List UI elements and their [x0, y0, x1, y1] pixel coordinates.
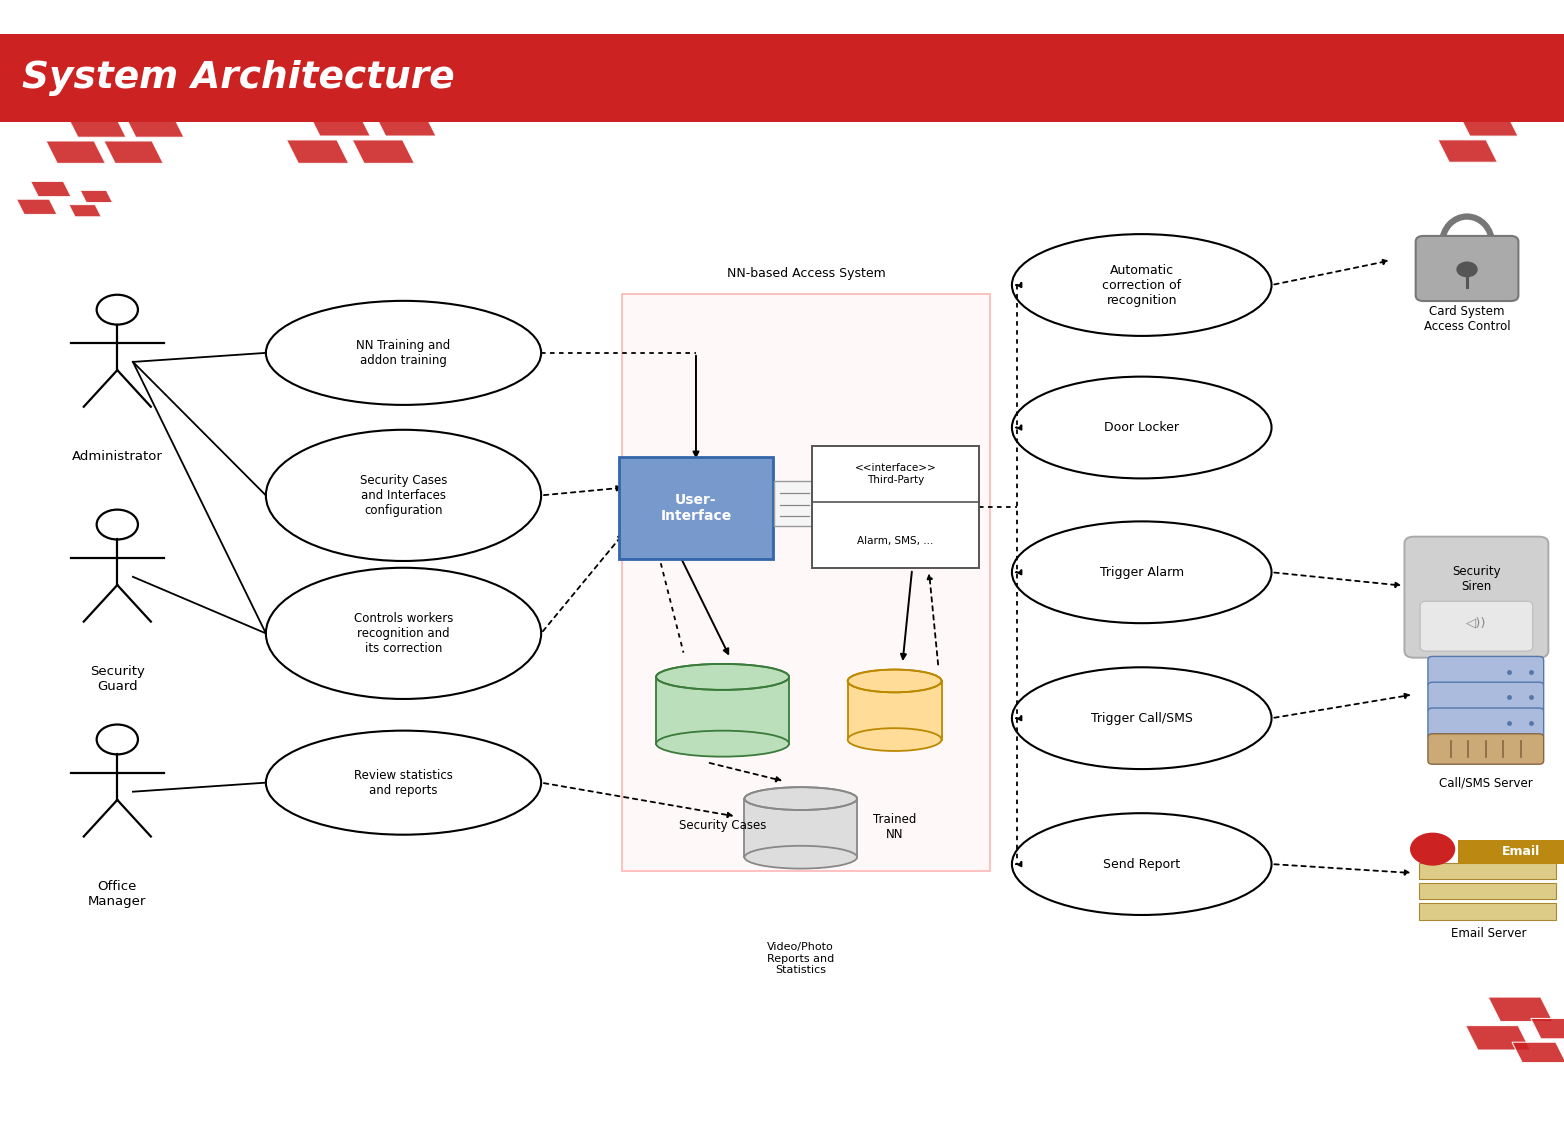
Text: Automatic
correction of
recognition: Automatic correction of recognition — [1103, 264, 1181, 307]
FancyBboxPatch shape — [1428, 708, 1544, 739]
Polygon shape — [374, 113, 436, 136]
Polygon shape — [1437, 140, 1497, 162]
Text: Controls workers
recognition and
its correction: Controls workers recognition and its cor… — [353, 612, 454, 655]
Polygon shape — [1487, 998, 1553, 1021]
Circle shape — [1458, 262, 1476, 277]
Text: Video/Photo
Reports and
Statistics: Video/Photo Reports and Statistics — [768, 942, 834, 975]
Polygon shape — [67, 115, 127, 137]
FancyBboxPatch shape — [1419, 863, 1556, 879]
Polygon shape — [103, 141, 163, 163]
Text: Security Cases
and Interfaces
configuration: Security Cases and Interfaces configurat… — [360, 474, 447, 517]
Text: Trigger Call/SMS: Trigger Call/SMS — [1090, 711, 1193, 725]
Text: Office
Manager: Office Manager — [88, 880, 147, 908]
Text: Trigger Alarm: Trigger Alarm — [1099, 566, 1184, 579]
Text: Door Locker: Door Locker — [1104, 421, 1179, 434]
FancyBboxPatch shape — [1419, 883, 1556, 899]
FancyBboxPatch shape — [774, 481, 815, 526]
Polygon shape — [1512, 1043, 1564, 1063]
Text: User-
Interface: User- Interface — [660, 493, 732, 523]
Ellipse shape — [744, 846, 857, 869]
Polygon shape — [31, 181, 70, 197]
Text: Call/SMS Server: Call/SMS Server — [1439, 777, 1533, 789]
Polygon shape — [17, 199, 56, 215]
Text: Security
Siren: Security Siren — [1451, 564, 1501, 593]
FancyBboxPatch shape — [848, 681, 942, 740]
Polygon shape — [1459, 114, 1519, 136]
Circle shape — [1411, 834, 1455, 865]
FancyBboxPatch shape — [1420, 602, 1533, 651]
Text: Email: Email — [1501, 845, 1541, 858]
FancyBboxPatch shape — [1458, 839, 1564, 864]
Ellipse shape — [657, 664, 790, 690]
Text: Security Cases: Security Cases — [679, 819, 766, 831]
FancyBboxPatch shape — [1404, 537, 1548, 658]
Text: <<interface>>
Third-Party: <<interface>> Third-Party — [854, 463, 937, 484]
FancyBboxPatch shape — [657, 676, 790, 744]
Text: NN-based Access System: NN-based Access System — [727, 268, 885, 280]
Text: Security
Guard: Security Guard — [89, 665, 145, 693]
Text: ◁)): ◁)) — [1465, 616, 1487, 630]
Polygon shape — [1531, 1018, 1564, 1038]
Ellipse shape — [848, 728, 942, 751]
Text: Review statistics
and reports: Review statistics and reports — [353, 769, 454, 796]
FancyBboxPatch shape — [1415, 236, 1519, 301]
FancyBboxPatch shape — [622, 294, 990, 871]
Text: Alarm, SMS, ...: Alarm, SMS, ... — [857, 536, 934, 546]
FancyBboxPatch shape — [1428, 682, 1544, 713]
Ellipse shape — [744, 787, 857, 810]
Text: Trained
NN: Trained NN — [873, 813, 917, 841]
FancyBboxPatch shape — [0, 34, 1564, 122]
Polygon shape — [1465, 1026, 1531, 1050]
Ellipse shape — [657, 731, 790, 757]
Text: Send Report: Send Report — [1103, 857, 1181, 871]
Polygon shape — [286, 140, 349, 163]
Text: Card System
Access Control: Card System Access Control — [1423, 304, 1511, 333]
Polygon shape — [125, 115, 185, 137]
FancyBboxPatch shape — [812, 446, 979, 568]
FancyBboxPatch shape — [619, 457, 773, 559]
FancyBboxPatch shape — [1428, 734, 1544, 765]
Polygon shape — [45, 141, 105, 163]
Text: System Architecture: System Architecture — [22, 60, 455, 96]
Text: NN Training and
addon training: NN Training and addon training — [357, 339, 450, 366]
Text: Administrator: Administrator — [72, 450, 163, 463]
Ellipse shape — [848, 670, 942, 692]
Polygon shape — [308, 113, 371, 136]
Polygon shape — [69, 205, 102, 217]
FancyBboxPatch shape — [1419, 904, 1556, 920]
FancyBboxPatch shape — [1428, 656, 1544, 687]
FancyBboxPatch shape — [744, 798, 857, 857]
Polygon shape — [352, 140, 414, 163]
Text: Email Server: Email Server — [1451, 926, 1526, 940]
Polygon shape — [80, 190, 113, 202]
